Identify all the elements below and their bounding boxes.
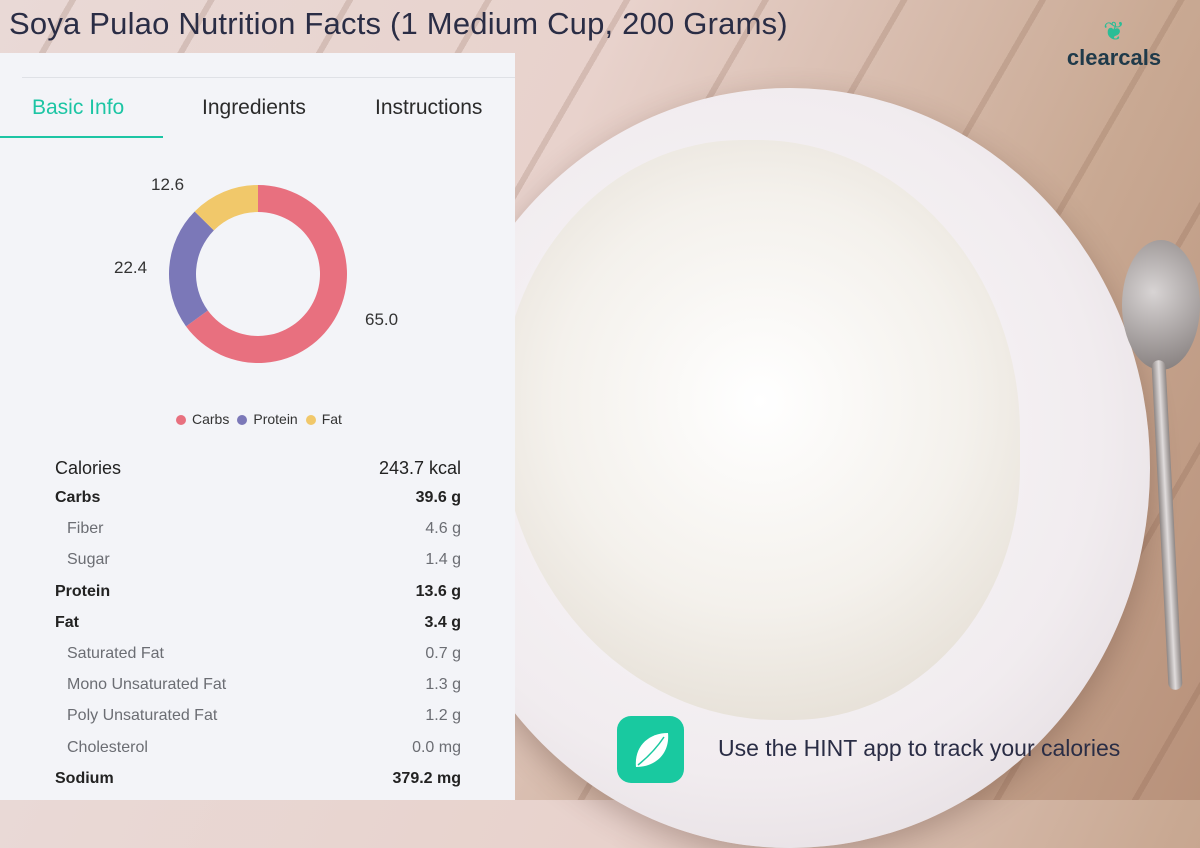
nutrient-label: Saturated Fat <box>67 645 164 662</box>
fat-dot-icon <box>305 415 316 425</box>
calories-label: Calories <box>55 458 122 478</box>
nutrient-row: Protein 13.6 g <box>55 583 461 601</box>
nutrient-value: 1.2 g <box>425 707 461 725</box>
logo-text: clearcals <box>1066 45 1162 70</box>
fat-data-label: 12.6 <box>151 175 185 194</box>
nutrient-row: Poly Unsaturated Fat 1.2 g <box>67 707 461 725</box>
nutrient-row: Saturated Fat 0.7 g <box>67 645 461 663</box>
legend-protein[interactable]: Protein <box>237 411 298 427</box>
nutrient-row: Sugar 1.4 g <box>67 551 461 569</box>
tab-basic-info[interactable]: Basic Info <box>32 96 125 119</box>
legend-carbs[interactable]: Carbs <box>176 411 229 427</box>
active-tab-indicator <box>0 136 163 138</box>
promo-text: Use the HINT app to track your calories <box>718 735 1121 761</box>
protein-dot-icon <box>237 415 248 425</box>
nutrient-value: 0.7 g <box>425 645 461 662</box>
nutrient-label: Fiber <box>67 520 104 538</box>
hint-app-icon[interactable] <box>617 716 684 783</box>
nutrient-value: 379.2 mg <box>392 769 461 787</box>
divider <box>22 77 515 78</box>
calories-row: Calories 243.7 kcal <box>55 458 461 479</box>
nutrient-value: 1.3 g <box>425 676 461 694</box>
nutrient-label: Protein <box>55 582 111 600</box>
nutrient-label: Carbs <box>55 489 101 506</box>
donut-slice-carbs[interactable] <box>185 185 347 363</box>
nutrient-value: 13.6 g <box>415 582 461 600</box>
tab-instructions[interactable]: Instructions <box>375 96 483 119</box>
nutrition-panel: Basic Info Ingredients Instructions 65.0… <box>0 53 515 800</box>
nutrient-value: 39.6 g <box>415 489 461 506</box>
nutrient-row: Cholesterol 0.0 mg <box>67 739 461 757</box>
nutrient-value: 1.4 g <box>425 551 461 569</box>
donut-slice-fat[interactable] <box>194 185 258 231</box>
nutrient-label: Poly Unsaturated Fat <box>67 707 218 725</box>
nutrient-row: Fiber 4.6 g <box>67 520 461 538</box>
nutrient-row: Sodium 379.2 mg <box>55 770 461 788</box>
nutrient-label: Sodium <box>55 769 114 787</box>
nutrient-value: 4.6 g <box>425 520 461 538</box>
nutrient-row: Fat 3.4 g <box>55 614 461 632</box>
nutrient-row: Carbs 39.6 g <box>55 489 461 507</box>
nutrient-label: Mono Unsaturated Fat <box>67 676 227 694</box>
calories-value: 243.7 kcal <box>378 458 461 478</box>
chart-legend: Carbs Protein Fat <box>176 411 342 427</box>
nutrient-value: 0.0 mg <box>412 738 461 756</box>
hint-leaf-icon <box>635 732 668 767</box>
donut-slice-protein[interactable] <box>169 211 214 327</box>
nutrient-row: Mono Unsaturated Fat 1.3 g <box>67 676 461 694</box>
tree-icon: ❦ <box>1103 16 1125 46</box>
page-title: Soya Pulao Nutrition Facts (1 Medium Cup… <box>9 6 788 41</box>
carbs-data-label: 65.0 <box>365 310 399 329</box>
tab-ingredients[interactable]: Ingredients <box>202 96 306 119</box>
macro-donut-chart <box>169 185 347 363</box>
spoon-image <box>1122 240 1200 370</box>
legend-fat[interactable]: Fat <box>305 411 342 427</box>
pulao-image <box>500 140 1020 720</box>
clearcals-logo[interactable]: ❦ clearcals <box>1066 16 1162 70</box>
carbs-dot-icon <box>176 415 186 425</box>
nutrient-label: Fat <box>55 613 79 631</box>
protein-data-label: 22.4 <box>114 258 148 277</box>
nutrient-label: Cholesterol <box>67 738 148 756</box>
nutrient-label: Sugar <box>67 551 110 569</box>
nutrient-value: 3.4 g <box>424 613 461 631</box>
